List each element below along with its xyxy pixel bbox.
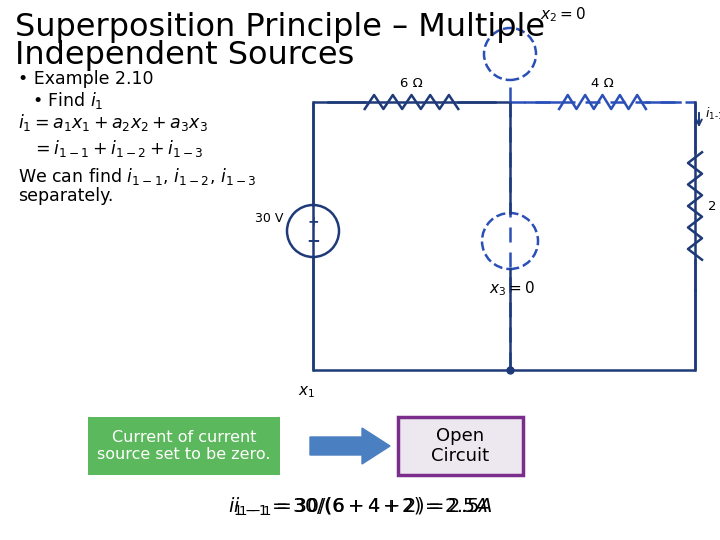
Polygon shape	[310, 428, 390, 464]
FancyBboxPatch shape	[88, 417, 280, 475]
Text: $x_2=0$: $x_2=0$	[540, 5, 586, 24]
Text: $= \it{i}_{1-1} + \it{i}_{1-2} + \it{i}_{1-3}$: $= \it{i}_{1-1} + \it{i}_{1-2} + \it{i}_…	[32, 138, 204, 159]
Text: +: +	[307, 215, 319, 229]
Text: • Example 2.10: • Example 2.10	[18, 70, 153, 88]
Text: Current of current
source set to be zero.: Current of current source set to be zero…	[97, 430, 271, 462]
Text: • Find $i_1$: • Find $i_1$	[32, 90, 104, 111]
Text: $i_{1\text{-}1}$: $i_{1\text{-}1}$	[705, 106, 720, 122]
Text: $\it{i}_{1-1} = 30/(6+4+2)= 2.5A$: $\it{i}_{1-1} = 30/(6+4+2)= 2.5A$	[228, 496, 492, 518]
Text: Open
Circuit: Open Circuit	[431, 427, 490, 465]
Text: $x_1$: $x_1$	[298, 384, 315, 400]
Text: $\it{i}_{1-1} = 30/(6+4+2)= 2.5A$: $\it{i}_{1-1} = 30/(6+4+2)= 2.5A$	[233, 496, 487, 518]
Text: Independent Sources: Independent Sources	[15, 40, 354, 71]
Text: 6 Ω: 6 Ω	[400, 77, 423, 90]
Circle shape	[287, 205, 339, 257]
Circle shape	[482, 213, 538, 269]
Text: 30 V: 30 V	[255, 213, 283, 226]
Text: −: −	[306, 231, 320, 249]
Text: We can find $i_{1-1}$, $i_{1-2}$, $i_{1-3}$: We can find $i_{1-1}$, $i_{1-2}$, $i_{1-…	[18, 166, 256, 187]
Text: separately.: separately.	[18, 187, 113, 205]
Text: 2 Ω: 2 Ω	[708, 199, 720, 213]
Circle shape	[484, 28, 536, 80]
Text: $\it{i}_1 = \it{a}_1\it{x}_1 + \it{a}_2\it{x}_2 + \it{a}_3\it{x}_3$: $\it{i}_1 = \it{a}_1\it{x}_1 + \it{a}_2\…	[18, 112, 208, 133]
FancyBboxPatch shape	[398, 417, 523, 475]
Text: 4 Ω: 4 Ω	[591, 77, 614, 90]
Text: Superposition Principle – Multiple: Superposition Principle – Multiple	[15, 12, 545, 43]
Text: $x_3=0$: $x_3=0$	[489, 279, 535, 298]
